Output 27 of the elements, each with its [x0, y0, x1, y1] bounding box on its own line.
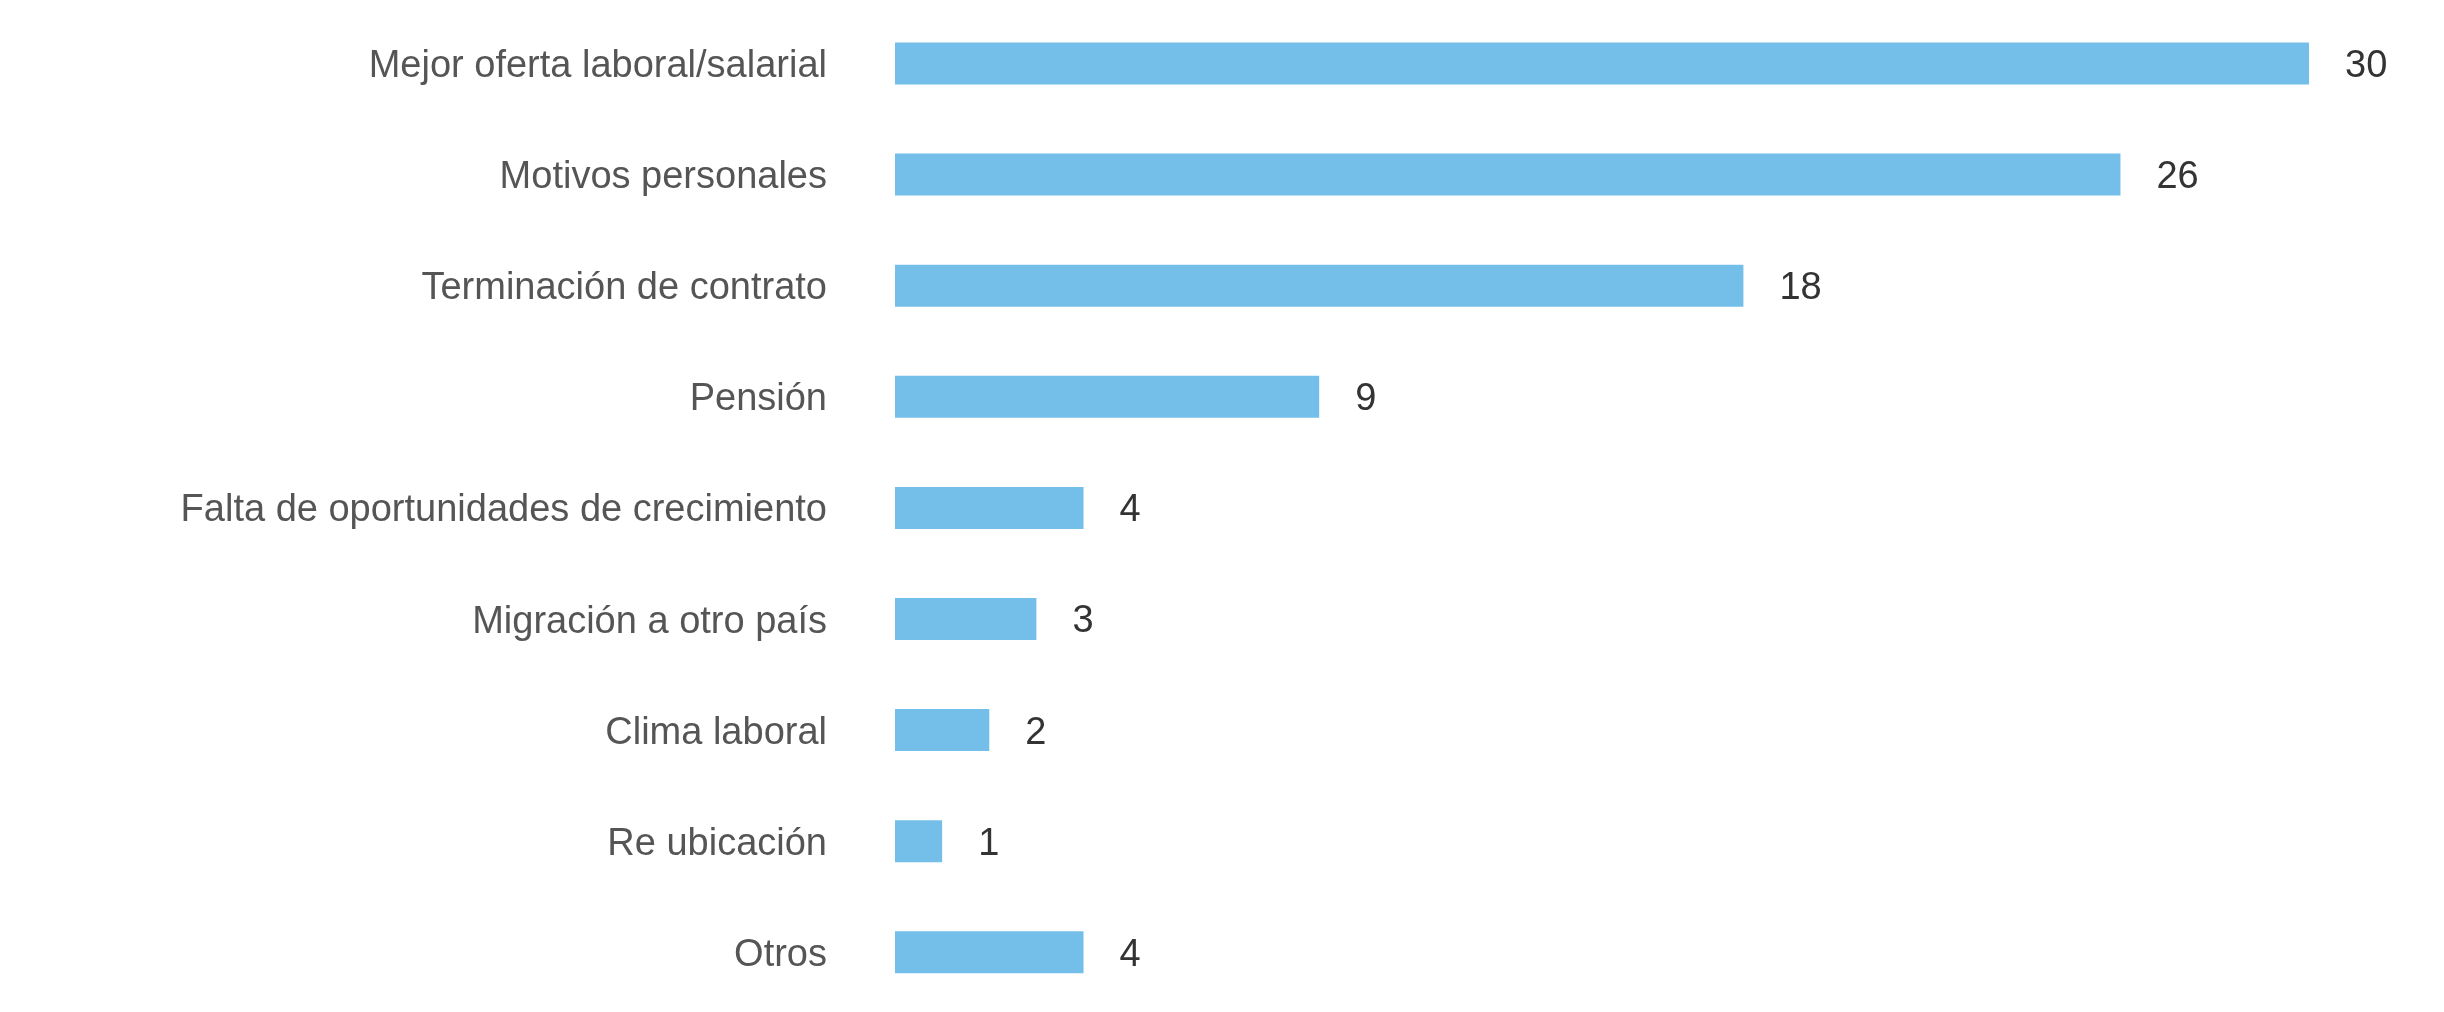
y-tick-label: Clima laboral	[605, 709, 827, 752]
bar	[895, 153, 2121, 196]
data-label: 1	[978, 820, 1000, 863]
bar	[895, 375, 1320, 418]
y-tick-label: Otros	[734, 931, 827, 974]
bar	[895, 42, 2309, 85]
y-tick-label: Falta de oportunidades de crecimiento	[180, 487, 827, 530]
y-tick-label: Pensión	[689, 376, 827, 419]
data-label: 18	[1779, 265, 1822, 308]
bar	[895, 709, 990, 752]
data-label: 4	[1119, 931, 1141, 974]
bar	[895, 931, 1084, 974]
bar	[895, 820, 943, 863]
data-label: 26	[2156, 154, 2199, 197]
data-label: 9	[1355, 376, 1377, 419]
data-label: 3	[1072, 598, 1094, 641]
y-tick-label: Migración a otro país	[472, 598, 827, 641]
y-tick-label: Re ubicación	[607, 820, 827, 863]
y-tick-label: Motivos personales	[499, 154, 827, 197]
data-label: 2	[1025, 709, 1047, 752]
y-tick-label: Mejor oferta laboral/salarial	[368, 43, 827, 86]
bar	[895, 486, 1084, 529]
data-label: 4	[1119, 487, 1141, 530]
y-tick-label: Terminación de contrato	[421, 265, 827, 308]
bar	[895, 598, 1037, 640]
bar	[895, 264, 1744, 307]
data-label: 30	[2345, 42, 2388, 85]
